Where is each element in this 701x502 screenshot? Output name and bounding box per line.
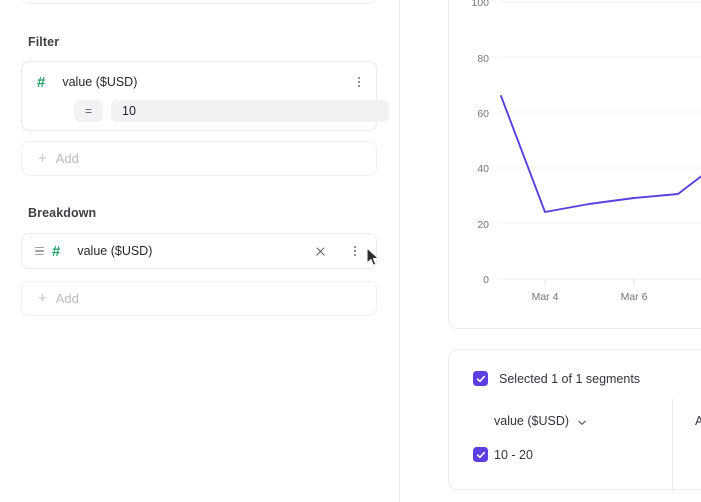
line-chart[interactable]: 100 80 60 40 20 0 Mar 4 Mar 6 bbox=[449, 0, 701, 328]
y-tick-20: 20 bbox=[477, 219, 489, 231]
chart-card: 100 80 60 40 20 0 Mar 4 Mar 6 bbox=[448, 0, 701, 329]
filter-value-text: 10 bbox=[122, 104, 136, 118]
y-tick-0: 0 bbox=[483, 274, 489, 286]
partial-card-above bbox=[21, 0, 377, 4]
y-tick-60: 60 bbox=[477, 108, 489, 120]
segments-column-divider bbox=[672, 399, 673, 491]
filter-operator-button[interactable]: = bbox=[74, 100, 103, 122]
filter-add-label: Add bbox=[55, 151, 79, 166]
select-all-checkbox[interactable] bbox=[473, 371, 488, 386]
segment-row-checkbox[interactable] bbox=[473, 447, 488, 462]
breakdown-field-label: value ($USD) bbox=[77, 244, 153, 258]
kebab-menu-icon[interactable] bbox=[353, 245, 356, 257]
hash-icon: # bbox=[52, 242, 61, 260]
filter-section-label: Filter bbox=[28, 35, 60, 49]
filter-operator-label: = bbox=[84, 104, 92, 118]
x-tick-mar-4: Mar 4 bbox=[531, 291, 559, 303]
y-tick-40: 40 bbox=[477, 163, 489, 175]
chart-plot-area bbox=[499, 1, 701, 286]
y-tick-80: 80 bbox=[477, 53, 489, 65]
x-tick-mar-6: Mar 6 bbox=[620, 291, 648, 303]
breakdown-section-label: Breakdown bbox=[28, 206, 97, 220]
segments-metric-column-header[interactable]: Av bbox=[695, 414, 701, 428]
segments-card: Selected 1 of 1 segments value ($USD) Av… bbox=[448, 349, 701, 491]
plus-icon: + bbox=[38, 290, 47, 307]
plus-icon: + bbox=[38, 150, 47, 167]
segments-column-header[interactable]: value ($USD) bbox=[494, 414, 570, 428]
breakdown-card: # value ($USD) bbox=[21, 233, 377, 269]
kebab-menu-icon[interactable] bbox=[357, 76, 360, 88]
filter-field-label: value ($USD) bbox=[62, 75, 138, 89]
segment-row-label: 10 - 20 bbox=[494, 448, 533, 462]
filter-field-row[interactable]: # value ($USD) bbox=[22, 70, 376, 94]
y-tick-100: 100 bbox=[471, 0, 489, 9]
config-sidebar: Filter # value ($USD) = 10 + Add Breakdo… bbox=[0, 0, 400, 502]
filter-card: # value ($USD) = 10 bbox=[21, 61, 389, 131]
check-icon bbox=[476, 451, 485, 458]
hash-icon: # bbox=[37, 73, 46, 91]
filter-value-input[interactable]: 10 bbox=[111, 100, 389, 122]
chevron-down-icon[interactable] bbox=[578, 419, 586, 427]
breakdown-add-label: Add bbox=[55, 291, 79, 306]
filter-add-button[interactable]: + Add bbox=[21, 141, 377, 176]
breakdown-add-button[interactable]: + Add bbox=[21, 281, 377, 316]
visualization-panel: 100 80 60 40 20 0 Mar 4 Mar 6 bbox=[401, 0, 701, 502]
drag-handle-icon[interactable] bbox=[35, 246, 44, 256]
check-icon bbox=[476, 375, 485, 382]
select-all-label: Selected 1 of 1 segments bbox=[499, 372, 641, 386]
close-x-icon[interactable] bbox=[315, 246, 326, 257]
breakdown-field-row[interactable]: # value ($USD) bbox=[22, 234, 376, 268]
